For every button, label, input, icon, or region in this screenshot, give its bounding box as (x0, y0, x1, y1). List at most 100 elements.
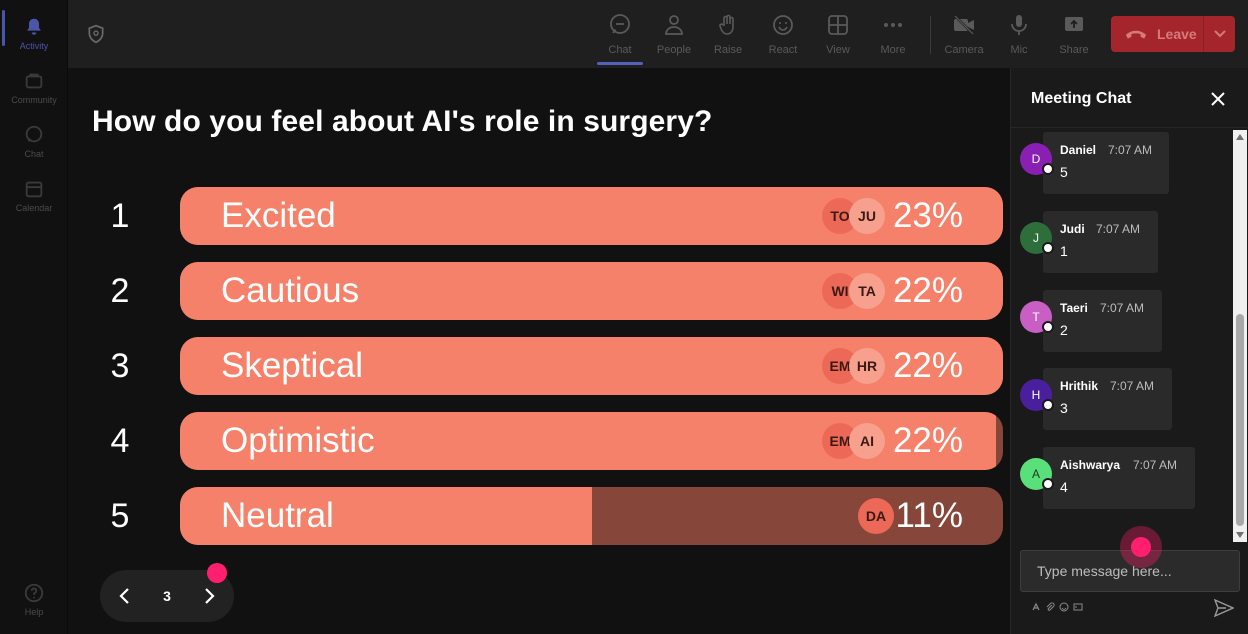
poll-option[interactable]: 3 Skeptical EM HR 22% (92, 337, 1003, 395)
bell-icon (27, 18, 41, 35)
option-bar: Excited TO JU 23% (180, 187, 1003, 245)
more-button[interactable]: More (867, 10, 919, 60)
message-time: 7:07 AM (1100, 301, 1145, 315)
scroll-down-arrow-icon[interactable] (1236, 532, 1244, 538)
leave-divider (1203, 16, 1204, 52)
rail-item-chat[interactable]: Chat (0, 114, 68, 168)
message-text: 2 (1060, 322, 1068, 338)
leave-button-group: Leave (1111, 16, 1235, 52)
avatar-initial: A (1031, 467, 1040, 481)
chat-panel-title: Meeting Chat (1031, 90, 1132, 107)
avatar: T (1020, 301, 1054, 333)
message-sender: Daniel (1060, 143, 1097, 157)
presence-status-icon (1042, 478, 1054, 490)
calendar-icon (25, 181, 43, 197)
people-label: People (656, 44, 692, 56)
gif-icon[interactable] (1073, 602, 1083, 612)
camera-button[interactable]: Camera (938, 10, 990, 60)
message-time: 7:07 AM (1133, 458, 1178, 472)
option-percent: 22% (892, 421, 963, 460)
share-screen-icon (1065, 17, 1083, 31)
message-text: 3 (1060, 400, 1068, 416)
poll-question: How do you feel about AI's role in surge… (92, 105, 713, 138)
poll-option[interactable]: 4 Optimistic EM AI 22% (92, 412, 1003, 470)
option-bar: Cautious WI TA 22% (180, 262, 1003, 320)
option-bar: Neutral DA 11% (180, 487, 1003, 545)
leave-label: Leave (1157, 26, 1197, 42)
option-label: Cautious (221, 271, 360, 310)
leave-button[interactable]: Leave (1111, 16, 1203, 52)
rail-item-activity[interactable]: Activity (0, 6, 68, 60)
chevron-down-icon (1213, 30, 1226, 38)
rail-label: Help (24, 606, 44, 617)
option-label: Neutral (221, 496, 334, 535)
shield-icon[interactable] (86, 24, 106, 44)
hand-icon (719, 14, 734, 35)
raise-label: Raise (713, 44, 743, 56)
react-button[interactable]: React (757, 10, 809, 60)
option-bar: Skeptical EM HR 22% (180, 337, 1003, 395)
rail-item-calendar[interactable]: Calendar (0, 168, 68, 222)
avatar: H (1020, 379, 1054, 411)
chat-scrollbar[interactable] (1233, 130, 1247, 542)
chat-message-input[interactable] (1020, 550, 1240, 592)
cursor-indicator-dot (207, 563, 227, 583)
poll-option[interactable]: 5 Neutral DA 11% (92, 487, 1003, 545)
message-sender: Hrithik (1060, 379, 1099, 393)
mic-button[interactable]: Mic (993, 10, 1045, 60)
poll-option[interactable]: 1 Excited TO JU 23% (92, 187, 1003, 245)
format-text-icon[interactable] (1031, 602, 1041, 612)
presence-status-icon (1042, 242, 1054, 254)
rail-active-indicator (2, 10, 5, 46)
emoji-icon[interactable] (1059, 602, 1069, 612)
message-time: 7:07 AM (1108, 143, 1153, 157)
view-label: View (826, 44, 850, 56)
chat-button[interactable]: Chat (594, 10, 646, 60)
message-sender: Judi (1060, 222, 1085, 236)
chat-message: Daniel 7:07 AM 5 (1043, 132, 1169, 194)
chevron-right-icon[interactable] (202, 587, 216, 605)
chat-icon (610, 14, 630, 34)
voter-avatar: AI (849, 423, 885, 459)
avatar-initial: T (1032, 310, 1040, 324)
option-number: 5 (110, 497, 130, 535)
people-button[interactable]: People (648, 10, 700, 60)
rail-item-community[interactable]: Community (0, 60, 68, 114)
option-label: Skeptical (221, 346, 364, 385)
option-label: Optimistic (221, 421, 375, 460)
attach-icon[interactable] (1045, 602, 1055, 612)
presence-status-icon (1042, 321, 1054, 333)
send-icon[interactable] (1214, 599, 1234, 617)
option-number: 4 (110, 422, 130, 460)
poll-option[interactable]: 2 Cautious WI TA 22% (92, 262, 1003, 320)
share-label: Share (1059, 44, 1089, 56)
voter-avatar: TA (849, 273, 885, 309)
avatar-initial: D (1031, 152, 1041, 166)
chat-message: Judi 7:07 AM 1 (1043, 211, 1158, 273)
avatar-initial: H (1031, 388, 1041, 402)
help-icon (24, 583, 44, 602)
voter-avatar: JU (849, 198, 885, 234)
meeting-toolbar: Chat People Raise React View More Camera… (68, 0, 1248, 68)
app-rail: Activity Community Chat Calendar Help (0, 0, 68, 634)
leave-options-button[interactable] (1204, 29, 1235, 39)
scroll-up-arrow-icon[interactable] (1236, 134, 1244, 140)
scrollbar-thumb[interactable] (1236, 314, 1244, 526)
share-button[interactable]: Share (1048, 10, 1100, 60)
chat-active-indicator (597, 62, 643, 65)
option-label: Excited (221, 196, 336, 235)
camera-label: Camera (944, 44, 984, 56)
hangup-phone-icon (1125, 30, 1147, 39)
more-label: More (880, 44, 906, 56)
meeting-chat-panel: Meeting Chat Daniel 7:07 AM 5 D Judi 7:0… (1010, 68, 1248, 634)
rail-item-help[interactable]: Help (0, 572, 68, 626)
chat-header-divider (1011, 127, 1248, 128)
raise-hand-button[interactable]: Raise (702, 10, 754, 60)
presence-status-icon (1042, 163, 1054, 175)
mic-icon (1011, 15, 1027, 35)
view-button[interactable]: View (812, 10, 864, 60)
avatar: A (1020, 458, 1054, 490)
close-icon[interactable] (1209, 90, 1227, 108)
chevron-left-icon[interactable] (118, 587, 132, 605)
rail-label: Chat (24, 148, 44, 159)
